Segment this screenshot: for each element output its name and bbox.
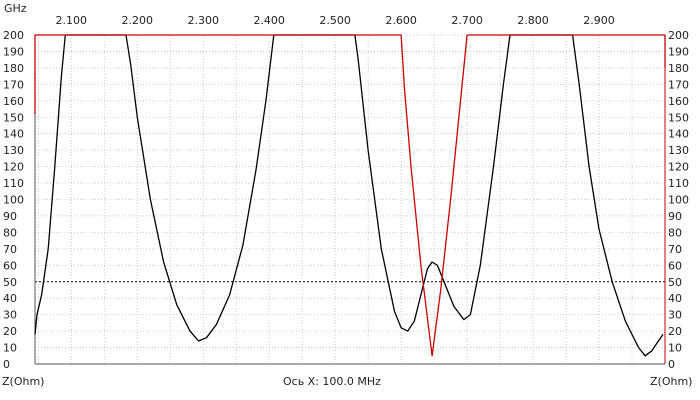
y-tick-label-left: 150 <box>3 111 24 124</box>
y-tick-label-right: 30 <box>668 309 682 322</box>
y-tick-label-left: 120 <box>3 161 24 174</box>
y-tick-label-right: 160 <box>668 95 689 108</box>
y-tick-label-right: 170 <box>668 78 689 91</box>
y-tick-label-left: 140 <box>3 128 24 141</box>
y-tick-label-left: 50 <box>3 276 17 289</box>
y-tick-label-left: 60 <box>3 259 17 272</box>
x-tick-label: 2.100 <box>56 14 88 27</box>
y-tick-label-right: 0 <box>668 358 675 371</box>
y-tick-label-right: 10 <box>668 342 682 355</box>
left-axis-label: Z(Ohm) <box>2 375 44 388</box>
x-axis-step-label: Ось X: 100.0 MHz <box>283 375 381 388</box>
series-group <box>34 34 666 357</box>
y-tick-label-left: 160 <box>3 95 24 108</box>
x-unit-label: GHz <box>4 2 27 15</box>
y-tick-label-right: 150 <box>668 111 689 124</box>
x-tick-label: 2.800 <box>517 14 549 27</box>
x-tick-label: 2.500 <box>319 14 351 27</box>
y-tick-label-left: 90 <box>3 210 17 223</box>
y-tick-label-left: 0 <box>3 358 10 371</box>
series-line-red <box>34 34 666 357</box>
y-tick-label-right: 60 <box>668 259 682 272</box>
y-tick-label-right: 190 <box>668 45 689 58</box>
y-tick-label-right: 110 <box>668 177 689 190</box>
y-tick-label-left: 100 <box>3 194 24 207</box>
y-tick-label-left: 80 <box>3 226 17 239</box>
y-tick-label-left: 200 <box>3 29 24 42</box>
x-tick-label: 2.600 <box>385 14 417 27</box>
y-tick-label-left: 10 <box>3 342 17 355</box>
y-tick-label-left: 30 <box>3 309 17 322</box>
y-tick-label-right: 20 <box>668 325 682 338</box>
x-tick-label: 2.700 <box>451 14 483 27</box>
y-tick-label-left: 180 <box>3 62 24 75</box>
y-tick-label-right: 100 <box>668 194 689 207</box>
right-axis-label: Z(Ohm) <box>650 375 692 388</box>
y-tick-label-right: 120 <box>668 161 689 174</box>
tick-labels: 0 0 10 10 20 20 30 30 40 40 50 50 60 60 70 70 80 80 90 90 10… <box>3 14 689 371</box>
y-tick-label-right: 80 <box>668 226 682 239</box>
grid <box>35 34 665 365</box>
series-line-black <box>34 34 664 357</box>
x-tick-label: 2.200 <box>122 14 154 27</box>
y-tick-label-right: 40 <box>668 292 682 305</box>
y-tick-label-left: 110 <box>3 177 24 190</box>
y-tick-label-right: 90 <box>668 210 682 223</box>
y-tick-label-left: 40 <box>3 292 17 305</box>
y-tick-label-right: 50 <box>668 276 682 289</box>
y-tick-label-left: 20 <box>3 325 17 338</box>
y-tick-label-left: 170 <box>3 78 24 91</box>
y-tick-label-right: 70 <box>668 243 682 256</box>
y-tick-label-left: 130 <box>3 144 24 157</box>
y-tick-label-right: 130 <box>668 144 689 157</box>
x-tick-label: 2.400 <box>253 14 285 27</box>
y-tick-label-right: 180 <box>668 62 689 75</box>
y-tick-label-left: 190 <box>3 45 24 58</box>
y-tick-label-right: 140 <box>668 128 689 141</box>
y-tick-label-left: 70 <box>3 243 17 256</box>
y-tick-label-right: 200 <box>668 29 689 42</box>
x-tick-label: 2.300 <box>187 14 219 27</box>
x-tick-label: 2.900 <box>583 14 615 27</box>
